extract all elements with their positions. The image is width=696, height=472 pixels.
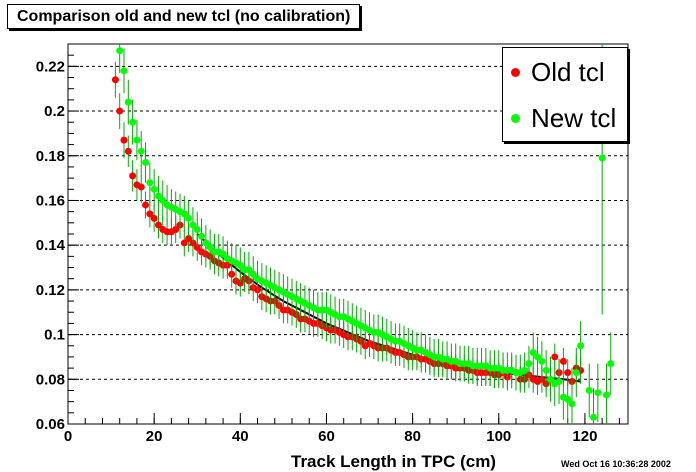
data-point [146,210,154,218]
y-tick-label: 0.16 [36,192,65,209]
x-tick-label: 100 [486,428,511,445]
data-point [154,192,162,200]
data-point [185,234,193,242]
y-tick-label: 0.2 [44,103,65,120]
legend-marker-new-tcl [511,114,520,123]
data-point [180,210,188,218]
data-point [193,226,201,234]
data-point [116,47,124,55]
data-point [564,369,572,377]
data-point [129,172,137,180]
data-point [146,179,154,187]
y-tick-label: 0.14 [36,237,66,254]
y-tick-label: 0.18 [36,148,65,165]
legend-label-old-tcl: Old tcl [531,57,605,87]
data-point [555,378,563,386]
y-tick-label: 0.12 [36,282,65,299]
x-tick-label: 80 [404,428,421,445]
legend: Old tcl New tcl [502,47,628,142]
data-point [142,158,150,166]
data-point [137,183,145,191]
data-point [202,239,210,247]
data-point [559,357,567,365]
data-point [124,98,132,106]
y-tick-label: 0.06 [36,416,65,433]
data-point [551,353,559,361]
x-tick-label: 60 [318,428,335,445]
data-point [594,389,602,397]
data-point [245,266,253,274]
data-point [525,360,533,368]
data-point [607,360,615,368]
x-tick-label: 120 [572,428,597,445]
data-point [111,76,119,84]
data-point [249,270,257,278]
chart-title: Comparison old and new tcl (no calibrati… [7,4,361,29]
y-tick-label: 0.1 [44,327,65,344]
data-point [142,201,150,209]
data-point [185,214,193,222]
data-point [546,375,554,383]
data-point [602,391,610,399]
data-point [120,136,128,144]
data-point [159,196,167,204]
data-point [116,107,124,115]
data-point [590,413,598,421]
y-tick-label: 0.08 [36,371,65,388]
data-point [598,154,606,162]
x-tick-label: 0 [64,428,72,445]
x-axis-label: Track Length in TPC (cm) [291,452,496,471]
legend-item-new-tcl: New tcl [503,98,627,138]
data-point [172,226,180,234]
x-tick-label: 40 [232,428,249,445]
data-point [189,221,197,229]
legend-marker-old-tcl [511,68,520,77]
timestamp: Wed Oct 16 10:36:28 2002 [561,459,671,469]
legend-item-old-tcl: Old tcl [503,52,627,92]
data-point [198,232,206,240]
data-point [154,221,162,229]
data-point [150,214,158,222]
data-point [236,261,244,269]
data-point [564,395,572,403]
data-point [219,250,227,258]
data-point [585,386,593,394]
axes: 0.06 0.08 0.1 0.12 0.14 0.16 0.18 0.2 0.22 0 20 40 6… [36,43,620,445]
data-point [538,357,546,365]
data-point [129,118,137,126]
legend-label-new-tcl: New tcl [531,103,617,133]
y-tick-label: 0.22 [36,58,65,75]
data-point [206,243,214,251]
x-tick-label: 20 [146,428,163,445]
data-point [572,369,580,377]
data-point [150,185,158,193]
data-point [180,239,188,247]
data-point [137,147,145,155]
data-point [133,136,141,144]
data-point [120,67,128,75]
series-new-tcl [116,44,615,424]
data-point [529,348,537,356]
data-points [111,44,615,424]
data-point [542,366,550,374]
data-point [521,366,529,374]
data-point [568,400,576,408]
data-point [534,353,542,361]
data-point [124,147,132,155]
data-point [577,342,585,350]
